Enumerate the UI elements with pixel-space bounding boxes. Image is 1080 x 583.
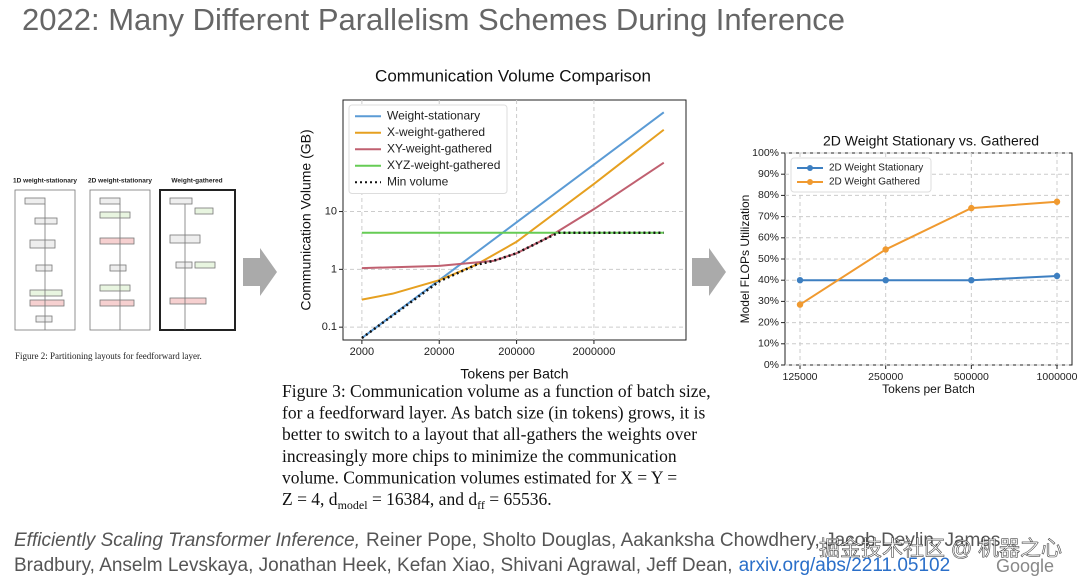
- caption-line: volume. Communication volumes estimated …: [282, 467, 677, 487]
- figure2-column-header: 2D weight-stationary: [88, 178, 152, 185]
- caption-line: for a feedforward layer. As batch size (…: [282, 403, 705, 423]
- paper-title: Efficiently Scaling Transformer Inferenc…: [14, 530, 360, 551]
- y-tick-label: 1: [331, 263, 337, 275]
- y-tick-label: 60%: [758, 232, 779, 244]
- legend-label: X-weight-gathered: [387, 125, 485, 139]
- y-tick-label: 10%: [758, 338, 779, 350]
- x-tick-label: 20000: [424, 346, 455, 358]
- x-tick-label: 250000: [868, 371, 903, 383]
- arrow: [692, 248, 726, 296]
- x-tick-label: 1000000: [1037, 371, 1078, 383]
- x-tick-label: 500000: [954, 371, 989, 383]
- paper-link[interactable]: arxiv.org/abs/2211.05102: [739, 555, 951, 576]
- caption-line: Figure 3: Communication volume as a func…: [282, 381, 711, 401]
- legend-label: 2D Weight Stationary: [829, 163, 923, 174]
- footer-line: Efficiently Scaling Transformer Inferenc…: [14, 530, 1000, 551]
- data-point: [1053, 272, 1061, 280]
- series-line: [361, 161, 665, 270]
- slide-title: 2022: Many Different Parallelism Schemes…: [22, 2, 845, 37]
- caption-text: = 65536.: [485, 489, 552, 509]
- y-axis-label: Communication Volume (GB): [298, 129, 314, 310]
- y-tick-label: 50%: [758, 253, 779, 265]
- y-tick-label: 0%: [764, 359, 779, 371]
- y-tick-label: 80%: [758, 189, 779, 201]
- series-line: [361, 231, 664, 339]
- legend-box: [790, 157, 932, 193]
- caption-subscript: model: [338, 498, 369, 512]
- x-tick-label: 2000: [350, 346, 374, 358]
- caption-text: Z = 4, d: [282, 489, 338, 509]
- data-point: [882, 246, 889, 253]
- figure2-column-header: 1D weight-stationary: [13, 178, 77, 185]
- y-tick-label: 40%: [758, 274, 779, 286]
- data-point: [796, 277, 804, 284]
- series-line: [800, 274, 1058, 282]
- figure2-column-header: Weight-gathered: [171, 178, 222, 185]
- x-axis-label: Tokens per Batch: [460, 366, 568, 382]
- legend-marker: [807, 179, 813, 185]
- caption-text: = 16384, and d: [368, 489, 478, 509]
- data-point: [882, 277, 889, 284]
- y-tick-label: 10: [325, 205, 337, 217]
- x-tick-label: 125000: [782, 371, 817, 383]
- x-tick-label: 2000000: [573, 346, 616, 358]
- legend-box: [348, 104, 508, 194]
- authors: Bradbury, Anselm Levskaya, Jonathan Heek…: [14, 555, 733, 576]
- caption-line: Z = 4, dmodel = 16384, and dff = 65536.: [282, 489, 552, 512]
- legend-label: XYZ-weight-gathered: [387, 158, 500, 172]
- x-axis-label: Tokens per Batch: [882, 382, 975, 396]
- series-line: [361, 111, 665, 339]
- figure2-diagram: [14, 189, 236, 331]
- footer-line: Bradbury, Anselm Levskaya, Jonathan Heek…: [14, 555, 950, 576]
- legend-label: Weight-stationary: [387, 108, 480, 122]
- footer: Efficiently Scaling Transformer Inferenc…: [14, 530, 1062, 576]
- data-point: [796, 301, 804, 308]
- figure2-caption: Figure 2: Partitioning layouts for feedf…: [15, 351, 202, 361]
- arrow: [243, 248, 277, 296]
- y-tick-label: 20%: [758, 316, 779, 328]
- y-tick-label: 70%: [758, 210, 779, 222]
- legend-marker: [807, 165, 813, 171]
- watermark: 掘金技术社区 @ 机器之心: [819, 538, 1062, 561]
- data-point: [968, 204, 975, 212]
- google-logo: Google: [996, 556, 1054, 576]
- y-tick-label: 30%: [758, 295, 779, 307]
- data-point: [1053, 198, 1061, 205]
- data-point: [968, 277, 975, 284]
- y-tick-label: 100%: [752, 147, 779, 159]
- caption-line: increasingly more chips to minimize the …: [282, 446, 677, 466]
- x-tick-label: 200000: [498, 346, 535, 358]
- caption-line: better to switch to a layout that all-ga…: [282, 424, 697, 444]
- legend-label: 2D Weight Gathered: [829, 177, 920, 188]
- figure3-caption: Figure 3: Communication volume as a func…: [282, 381, 711, 512]
- y-tick-label: 0.1: [322, 321, 337, 333]
- caption-subscript: ff: [477, 498, 485, 512]
- chart-title: 2D Weight Stationary vs. Gathered: [823, 133, 1039, 149]
- legend-label: XY-weight-gathered: [387, 141, 492, 155]
- chart-title: Communication Volume Comparison: [375, 66, 651, 85]
- authors: Reiner Pope, Sholto Douglas, Aakanksha C…: [366, 530, 1000, 551]
- legend-label: Min volume: [387, 174, 449, 188]
- y-axis-label: Model FLOPs Utilization: [738, 195, 752, 324]
- y-tick-label: 90%: [758, 168, 779, 180]
- series-line: [799, 200, 1058, 306]
